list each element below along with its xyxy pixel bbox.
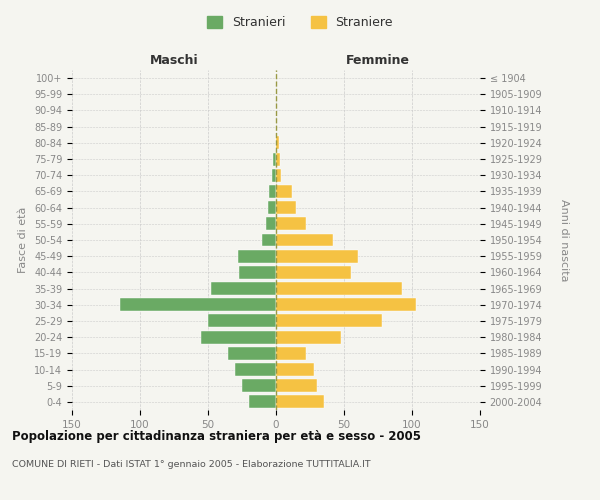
Text: Popolazione per cittadinanza straniera per età e sesso - 2005: Popolazione per cittadinanza straniera p…: [12, 430, 421, 443]
Bar: [276, 330, 341, 344]
Bar: [276, 266, 351, 279]
Bar: [276, 250, 358, 262]
Bar: [211, 282, 276, 295]
Bar: [235, 363, 276, 376]
Bar: [239, 266, 276, 279]
Bar: [276, 379, 317, 392]
Bar: [272, 169, 276, 181]
Bar: [276, 347, 306, 360]
Bar: [201, 330, 276, 344]
Bar: [276, 218, 306, 230]
Legend: Stranieri, Straniere: Stranieri, Straniere: [202, 11, 398, 34]
Text: Maschi: Maschi: [149, 54, 199, 67]
Bar: [268, 201, 276, 214]
Bar: [273, 152, 276, 166]
Bar: [276, 201, 296, 214]
Bar: [276, 282, 403, 295]
Y-axis label: Fasce di età: Fasce di età: [19, 207, 28, 273]
Bar: [276, 363, 314, 376]
Text: Femmine: Femmine: [346, 54, 410, 67]
Bar: [276, 185, 292, 198]
Bar: [276, 314, 382, 328]
Bar: [276, 152, 280, 166]
Bar: [208, 314, 276, 328]
Bar: [276, 396, 323, 408]
Bar: [276, 169, 281, 181]
Bar: [119, 298, 276, 311]
Bar: [249, 396, 276, 408]
Bar: [242, 379, 276, 392]
Bar: [276, 298, 416, 311]
Bar: [276, 136, 279, 149]
Bar: [266, 218, 276, 230]
Bar: [229, 347, 276, 360]
Text: COMUNE DI RIETI - Dati ISTAT 1° gennaio 2005 - Elaborazione TUTTITALIA.IT: COMUNE DI RIETI - Dati ISTAT 1° gennaio …: [12, 460, 371, 469]
Bar: [269, 185, 276, 198]
Bar: [262, 234, 276, 246]
Bar: [276, 234, 333, 246]
Bar: [238, 250, 276, 262]
Y-axis label: Anni di nascita: Anni di nascita: [559, 198, 569, 281]
